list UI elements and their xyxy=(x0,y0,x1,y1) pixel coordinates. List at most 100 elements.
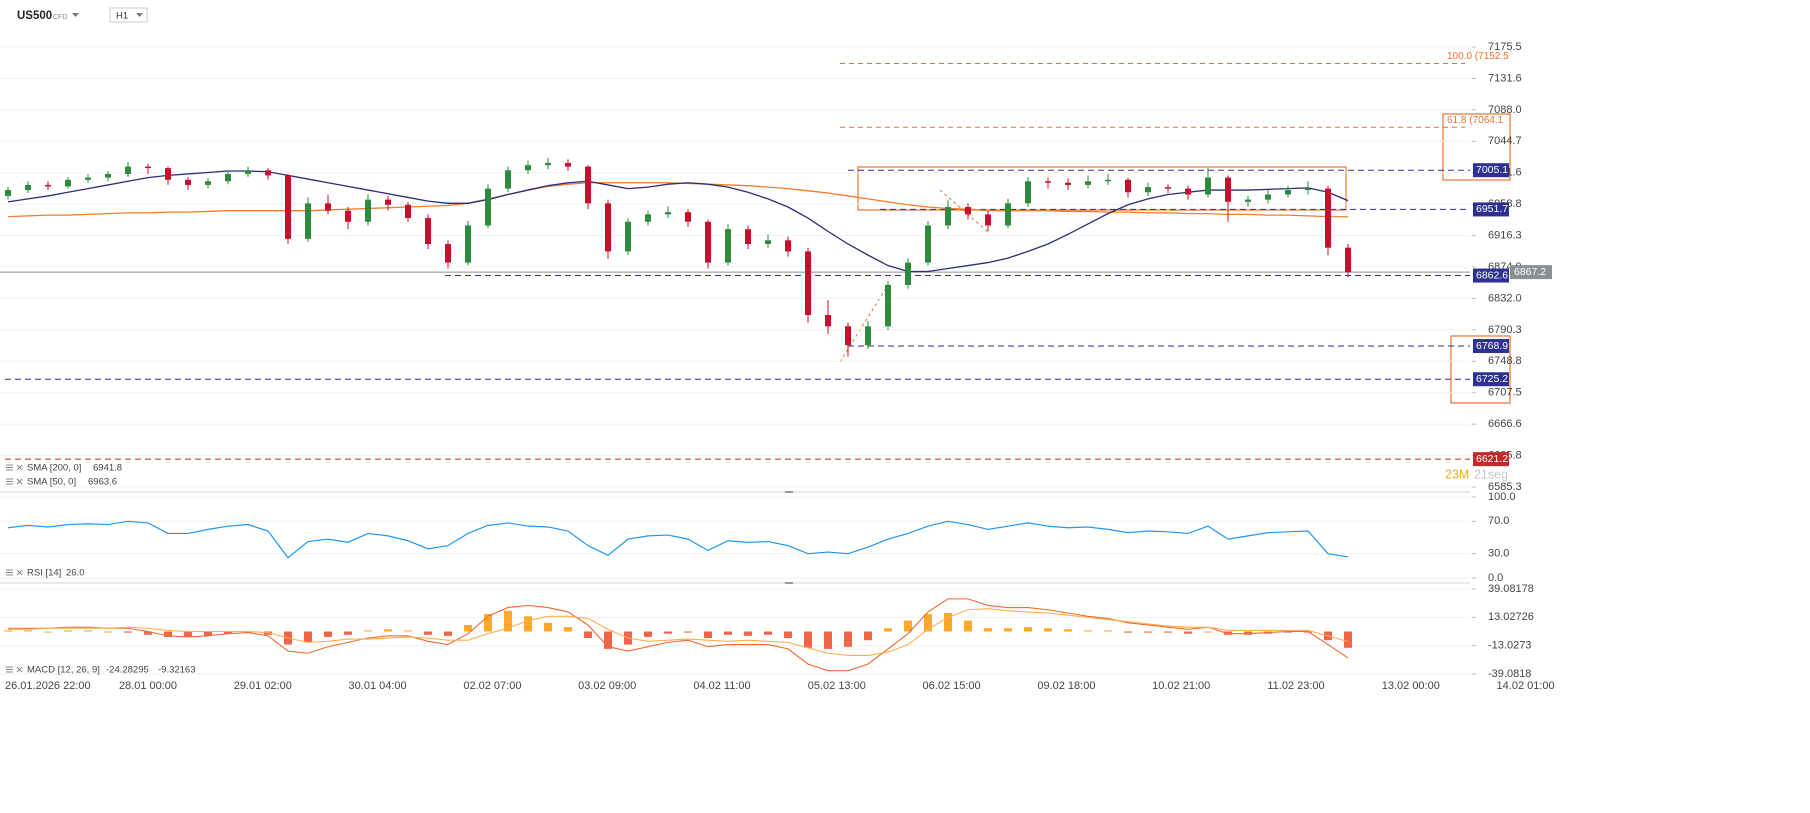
macd-histogram-bar xyxy=(224,631,232,634)
macd-histogram-bar xyxy=(1144,631,1152,633)
candle-body xyxy=(705,221,711,263)
macd-histogram-bar xyxy=(4,630,12,632)
macd-histogram-bar xyxy=(24,630,32,632)
timeframe-dropdown[interactable] xyxy=(136,13,143,17)
y-tick-label: 6916.3 xyxy=(1488,230,1522,242)
pane-handle[interactable] xyxy=(785,491,793,493)
timeframe[interactable]: H1 xyxy=(116,11,128,22)
x-tick-label: 26.01.2026 22:00 xyxy=(5,680,91,692)
level-tag xyxy=(1473,268,1509,283)
candle-body xyxy=(505,170,511,189)
candle-body xyxy=(665,212,671,215)
y-tick-label: 7131.6 xyxy=(1488,72,1522,84)
candle-body xyxy=(845,326,851,346)
candle-body xyxy=(185,179,191,185)
sma-legend-name: SMA [50, 0] xyxy=(27,477,76,488)
candle-body xyxy=(465,225,471,263)
candle-body xyxy=(725,229,731,263)
candle-body xyxy=(905,262,911,285)
candle-body xyxy=(385,199,391,205)
close-icon[interactable] xyxy=(16,478,23,485)
sma-line xyxy=(7,170,1349,273)
macd-histogram-bar xyxy=(764,631,772,635)
candle-body xyxy=(405,204,411,219)
y-tick-label: 7088.0 xyxy=(1488,104,1522,116)
y-tick-label: 6832.0 xyxy=(1488,292,1522,304)
macd-histogram-bar xyxy=(184,631,192,637)
candle-body xyxy=(1265,194,1271,200)
macd-histogram-bar xyxy=(444,631,452,636)
symbol[interactable]: US500 xyxy=(17,10,52,22)
candle-body xyxy=(325,203,331,211)
y-tick-label: 6666.6 xyxy=(1488,418,1522,430)
macd-histogram-bar xyxy=(484,614,492,632)
macd-histogram-bar xyxy=(584,631,592,639)
macd-histogram-bar xyxy=(884,628,892,632)
y-tick-label: 39.08178 xyxy=(1488,583,1534,595)
pane-handle[interactable] xyxy=(785,582,793,584)
candle-body xyxy=(425,218,431,244)
symbol-dropdown[interactable] xyxy=(72,13,79,17)
candle-body xyxy=(285,175,291,239)
macd-histogram-bar xyxy=(924,614,932,632)
sma-legend-value: 6963.6 xyxy=(88,477,117,488)
trend-line[interactable] xyxy=(939,189,989,233)
close-icon[interactable] xyxy=(16,666,23,673)
macd-histogram-bar xyxy=(1124,631,1132,633)
level-tag-label: 7005.1 xyxy=(1476,164,1508,176)
macd-legend-name: MACD [12, 26, 9] xyxy=(27,665,100,676)
candle-body xyxy=(305,203,311,239)
x-tick-label: 06.02 15:00 xyxy=(923,680,981,692)
close-icon[interactable] xyxy=(16,464,23,471)
macd-line xyxy=(8,598,1349,672)
candle-body xyxy=(65,179,71,187)
x-tick-label: 13.02 00:00 xyxy=(1382,680,1440,692)
macd-histogram-bar xyxy=(424,631,432,635)
candle-body xyxy=(605,203,611,252)
y-tick-label: 6748.8 xyxy=(1488,355,1522,367)
y-tick-label: 6790.3 xyxy=(1488,324,1522,336)
macd-histogram-bar xyxy=(904,620,912,632)
macd-histogram-bar xyxy=(464,624,472,632)
target-box[interactable] xyxy=(1442,113,1511,181)
rsi-legend-name: RSI [14] xyxy=(27,568,61,579)
timeframe-box[interactable] xyxy=(109,7,148,23)
macd-histogram-bar xyxy=(564,627,572,632)
level-tag-label: 6768.9 xyxy=(1476,340,1508,352)
x-tick-label: 02.02 07:00 xyxy=(463,680,521,692)
candle-body xyxy=(445,243,451,263)
candle-body xyxy=(805,251,811,316)
candle-body xyxy=(5,190,11,196)
candle-body xyxy=(1225,177,1231,202)
macd-histogram-bar xyxy=(784,631,792,639)
macd-histogram-bar xyxy=(384,629,392,632)
macd-histogram-bar xyxy=(844,631,852,647)
candle-body xyxy=(825,315,831,327)
candle-body xyxy=(1185,188,1191,195)
target-box[interactable] xyxy=(1450,335,1511,404)
symbol-badge: CFD xyxy=(53,14,67,21)
level-tag-label: 6951.7 xyxy=(1476,203,1508,215)
x-tick-label: 09.02 18:00 xyxy=(1037,680,1095,692)
candle-body xyxy=(585,166,591,204)
candle-body xyxy=(965,206,971,215)
range-box[interactable] xyxy=(857,166,1347,211)
candle-body xyxy=(45,184,51,187)
candle-body xyxy=(1205,177,1211,195)
candle-body xyxy=(645,214,651,222)
trend-line[interactable] xyxy=(839,284,889,363)
candle-body xyxy=(1085,181,1091,185)
y-tick-label: 7175.5 xyxy=(1488,41,1522,53)
signal-legend-value: -9.32163 xyxy=(158,665,196,676)
sma-legend-value: 6941.8 xyxy=(93,463,122,474)
macd-histogram-bar xyxy=(604,631,612,649)
macd-histogram-bar xyxy=(704,631,712,639)
macd-histogram-bar xyxy=(644,631,652,637)
candle-body xyxy=(1005,203,1011,226)
macd-histogram-bar xyxy=(304,631,312,643)
macd-histogram-bar xyxy=(984,628,992,632)
macd-histogram-bar xyxy=(504,610,512,632)
close-icon[interactable] xyxy=(16,569,23,576)
